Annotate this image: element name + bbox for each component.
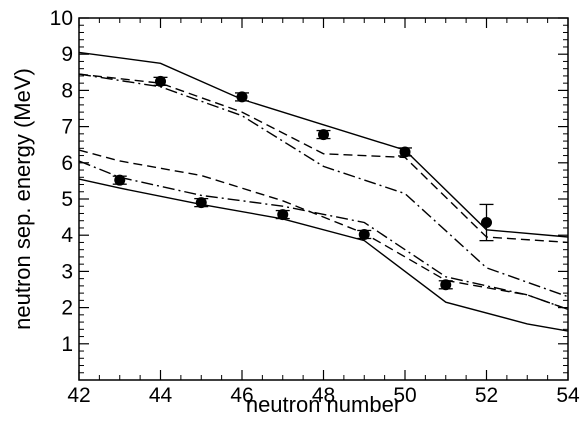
data-point-5 <box>277 209 289 221</box>
x-tick-label: 44 <box>149 384 173 407</box>
data-point-7 <box>358 228 370 240</box>
y-tick-label: 1 <box>61 333 73 356</box>
x-tick-label: 50 <box>393 384 416 407</box>
data-point-2 <box>155 75 166 87</box>
data-point-8 <box>399 146 411 158</box>
data-point-6 <box>318 129 329 141</box>
y-tick-label: 4 <box>61 224 73 247</box>
y-tick-label: 10 <box>50 7 73 30</box>
y-tick-label: 9 <box>61 43 73 66</box>
series-line-4-solid <box>78 178 569 332</box>
y-tick-label: 7 <box>61 116 73 139</box>
series-line-3-dashdot <box>78 73 569 298</box>
data-points <box>112 75 494 291</box>
data-point-1 <box>114 174 126 186</box>
x-tick-label: 48 <box>312 384 335 407</box>
data-point-4 <box>236 91 248 103</box>
x-tick-label: 54 <box>556 384 580 407</box>
x-axis-label: neutron number <box>246 392 401 416</box>
series-line-5-dashed <box>78 149 569 311</box>
x-tick-label: 52 <box>475 384 498 407</box>
plot-frame <box>78 17 569 381</box>
y-tick-label: 5 <box>61 188 73 211</box>
series-line-6-dashdot <box>78 160 569 311</box>
tick-labels: 42 44 46 48 50 52 54 1 2 3 4 5 6 7 8 9 10 <box>50 7 580 407</box>
data-point-3 <box>195 197 207 209</box>
y-tick-label: 6 <box>61 152 73 175</box>
y-tick-label: 2 <box>61 297 73 320</box>
axis-ticks <box>78 17 569 380</box>
plot-lines <box>78 51 569 332</box>
data-point-9 <box>440 279 452 291</box>
series-line-1-solid <box>78 51 569 238</box>
y-tick-label: 3 <box>61 260 73 283</box>
y-axis-label: neutron sep. energy (MeV) <box>10 68 35 330</box>
data-point-10 <box>481 217 492 229</box>
x-tick-label: 42 <box>67 384 90 407</box>
x-tick-label: 46 <box>230 384 253 407</box>
y-tick-label: 8 <box>61 79 73 102</box>
